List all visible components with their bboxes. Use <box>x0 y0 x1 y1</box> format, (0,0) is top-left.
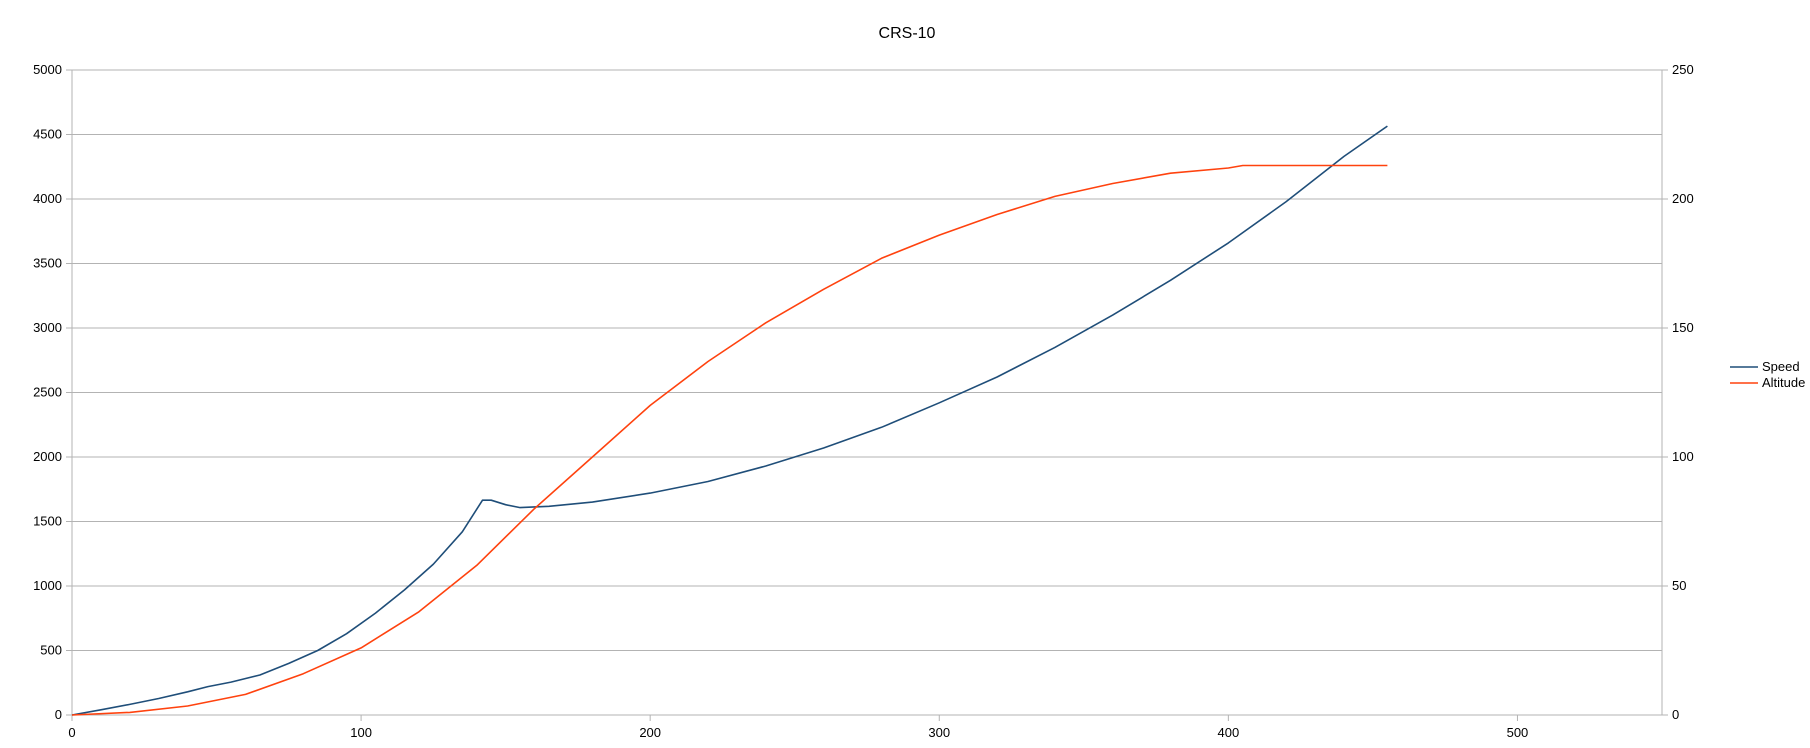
y-tick-label: 2500 <box>33 385 62 400</box>
y2-tick-label: 100 <box>1672 449 1694 464</box>
legend-label-speed: Speed <box>1762 359 1800 374</box>
y-tick-label: 1000 <box>33 578 62 593</box>
legend-label-altitude: Altitude <box>1762 375 1805 390</box>
series-line-altitude <box>71 164 1388 716</box>
y-tick-label: 3000 <box>33 320 62 335</box>
y2-tick-label: 150 <box>1672 320 1694 335</box>
x-tick-label: 500 <box>1507 725 1529 740</box>
series-line-speed <box>71 125 1388 716</box>
x-tick-label: 200 <box>639 725 661 740</box>
y-tick-label: 3500 <box>33 256 62 271</box>
y2-tick-label: 0 <box>1672 707 1679 722</box>
x-tick-label: 400 <box>1218 725 1240 740</box>
y-tick-label: 0 <box>55 707 62 722</box>
x-tick-label: 100 <box>350 725 372 740</box>
y2-tick-label: 50 <box>1672 578 1686 593</box>
x-tick-label: 300 <box>928 725 950 740</box>
y-tick-label: 4000 <box>33 191 62 206</box>
gridlines <box>72 69 1662 716</box>
y-tick-label: 2000 <box>33 449 62 464</box>
y-tick-label: 500 <box>40 643 62 658</box>
series-lines <box>71 125 1388 716</box>
tick-labels: 0500100015002000250030003500400045005000… <box>33 62 1694 740</box>
y-tick-label: 4500 <box>33 127 62 142</box>
y-tick-label: 1500 <box>33 514 62 529</box>
y2-tick-label: 200 <box>1672 191 1694 206</box>
y-tick-label: 5000 <box>33 62 62 77</box>
y2-tick-label: 250 <box>1672 62 1694 77</box>
axes <box>66 69 1668 721</box>
x-tick-label: 0 <box>68 725 75 740</box>
chart-title: CRS-10 <box>879 25 936 42</box>
